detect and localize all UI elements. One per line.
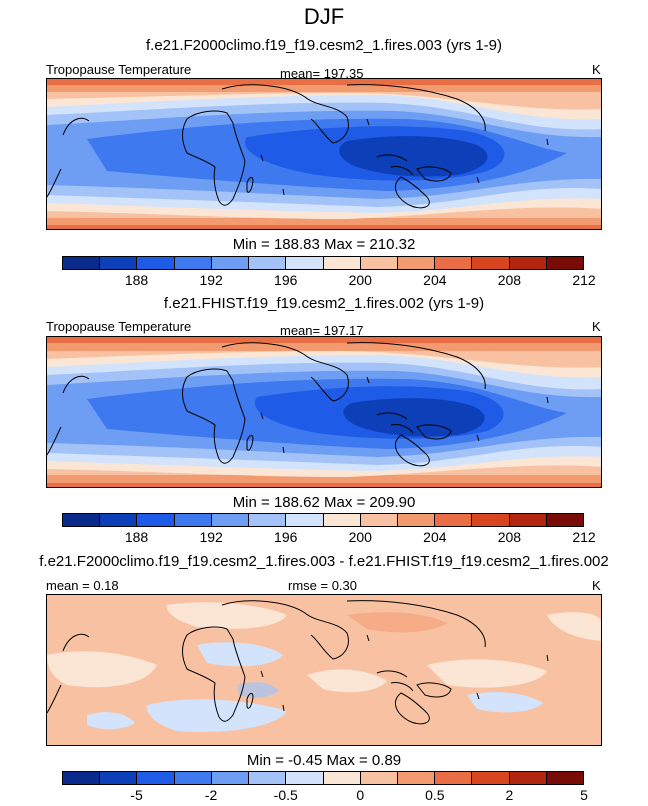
panel3-tick: -0.5 <box>273 787 298 803</box>
colorbar-swatch <box>509 772 547 784</box>
colorbar-swatch <box>472 257 510 269</box>
panel3-tick: 2 <box>505 787 514 803</box>
colorbar-swatch <box>323 772 361 784</box>
colorbar-swatch <box>211 257 250 269</box>
panel1-units-label: K <box>592 62 601 77</box>
colorbar-swatch <box>137 514 175 526</box>
panel1-map-field <box>47 79 601 229</box>
colorbar-swatch <box>63 257 101 269</box>
colorbar-swatch <box>546 514 584 526</box>
colorbar-swatch <box>509 514 547 526</box>
colorbar-swatch <box>211 772 250 784</box>
colorbar-swatch <box>249 514 287 526</box>
colorbar-swatch <box>100 514 138 526</box>
panel2-tick: 192 <box>199 529 223 545</box>
panel1-tick: 200 <box>348 272 372 288</box>
colorbar-swatch <box>360 772 398 784</box>
panel1-colorbar-ticks: 188 192 196 200 204 208 212 <box>62 272 596 290</box>
panel2-tick: 204 <box>423 529 447 545</box>
panel1-tick: 208 <box>497 272 522 288</box>
panel3-colorbar-ticks: -5 -2 -0.5 0 0.5 2 5 <box>62 787 588 805</box>
panel2-case-title: f.e21.FHIST.f19_f19.cesm2_1.fires.002 (y… <box>163 295 485 312</box>
colorbar-swatch <box>286 772 324 784</box>
colorbar-swatch <box>546 257 584 269</box>
colorbar-swatch <box>286 514 324 526</box>
panel1-variable-label: Tropopause Temperature <box>46 62 192 77</box>
panel2-units-label: K <box>592 319 601 334</box>
panel2-map-field <box>47 337 601 487</box>
panel3-mean-label: mean = 0.18 <box>46 578 119 593</box>
panel3-rmse-label: rmse = 0.30 <box>288 578 358 593</box>
colorbar-swatch <box>63 772 101 784</box>
panel3-tick: 0 <box>356 787 365 803</box>
colorbar-swatch <box>174 257 212 269</box>
colorbar-swatch <box>435 514 473 526</box>
panel2-minmax: Min = 188.62 Max = 209.90 <box>232 494 416 511</box>
colorbar-swatch <box>546 772 584 784</box>
panel2-tick: 200 <box>348 529 372 545</box>
panel3-units-label: K <box>592 578 601 593</box>
colorbar-swatch <box>323 257 361 269</box>
colorbar-swatch <box>397 514 436 526</box>
colorbar-swatch <box>249 257 287 269</box>
panel3-minmax: Min = -0.45 Max = 0.89 <box>246 752 402 769</box>
colorbar-swatch <box>100 772 138 784</box>
colorbar-swatch <box>211 514 250 526</box>
panel3-map-field <box>47 595 601 745</box>
panel1-case-title: f.e21.F2000climo.f19_f19.cesm2_1.fires.0… <box>145 37 502 54</box>
colorbar-swatch <box>472 514 510 526</box>
colorbar-swatch <box>472 772 510 784</box>
colorbar-swatch <box>435 257 473 269</box>
panel2-colorbar-ticks: 188 192 196 200 204 208 212 <box>62 529 596 547</box>
colorbar-swatch <box>174 514 212 526</box>
panel1-colorbar <box>62 256 584 270</box>
panel3-tick: -2 <box>204 787 218 803</box>
panel3-map <box>46 594 602 746</box>
panel2-colorbar <box>62 513 584 527</box>
colorbar-swatch <box>174 772 212 784</box>
colorbar-swatch <box>509 257 547 269</box>
panel1-tick: 204 <box>423 272 447 288</box>
panel2-tick: 188 <box>124 529 149 545</box>
figure-title: DJF <box>303 4 345 29</box>
colorbar-swatch <box>397 772 436 784</box>
colorbar-swatch <box>435 772 473 784</box>
colorbar-swatch <box>137 772 175 784</box>
panel1-tick: 192 <box>199 272 223 288</box>
panel2-map <box>46 336 602 488</box>
panel1-tick: 188 <box>124 272 149 288</box>
panel1-tick: 196 <box>274 272 298 288</box>
panel2-tick: 212 <box>572 529 596 545</box>
panel2-variable-label: Tropopause Temperature <box>46 319 192 334</box>
colorbar-swatch <box>249 772 287 784</box>
panel3-colorbar <box>62 771 584 785</box>
colorbar-swatch <box>286 257 324 269</box>
panel1-tick: 212 <box>572 272 596 288</box>
panel1-map <box>46 78 602 230</box>
panel3-case-title: f.e21.F2000climo.f19_f19.cesm2_1.fires.0… <box>39 553 609 570</box>
colorbar-swatch <box>360 514 398 526</box>
panel3-tick: 0.5 <box>425 787 445 803</box>
panel3-tick: 5 <box>580 787 588 803</box>
colorbar-swatch <box>63 514 101 526</box>
colorbar-swatch <box>323 514 361 526</box>
panel1-mean-label: mean= 197.35 <box>280 66 364 81</box>
panel2-tick: 196 <box>274 529 298 545</box>
colorbar-swatch <box>137 257 175 269</box>
panel3-tick: -5 <box>130 787 143 803</box>
colorbar-swatch <box>397 257 436 269</box>
colorbar-swatch <box>360 257 398 269</box>
panel1-minmax: Min = 188.83 Max = 210.32 <box>232 236 416 253</box>
panel2-mean-label: mean= 197.17 <box>280 323 364 338</box>
colorbar-swatch <box>100 257 138 269</box>
panel2-tick: 208 <box>497 529 522 545</box>
